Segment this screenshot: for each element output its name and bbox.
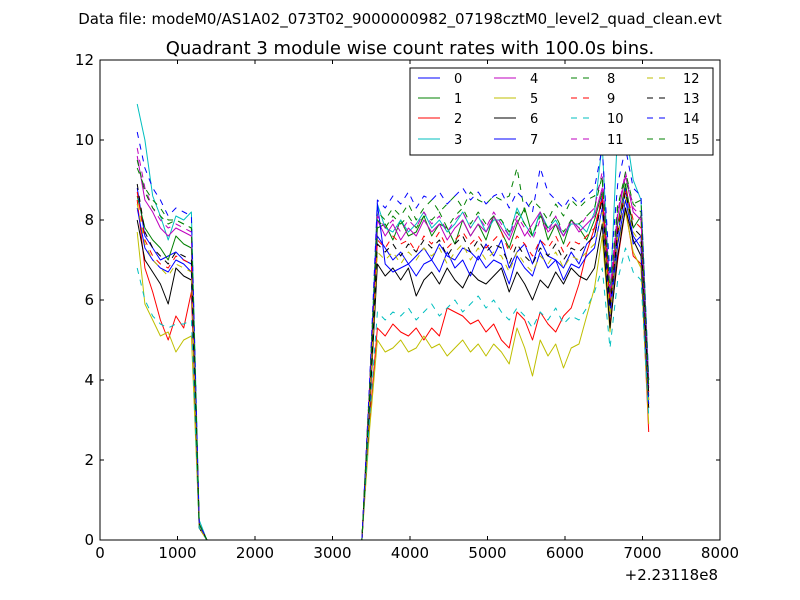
y-tick-label: 4 bbox=[84, 371, 94, 389]
x-axis: 0 1000 2000 3000 4000 5000 6000 7000 8000 bbox=[95, 60, 739, 562]
plot-area: 0 1000 2000 3000 4000 5000 6000 7000 8000 0 2 4 6 8 1… bbox=[75, 51, 739, 584]
x-tick-label: 5000 bbox=[468, 544, 506, 562]
series-line-8 bbox=[136, 167, 650, 541]
y-tick-label: 10 bbox=[75, 131, 94, 149]
x-offset-label: +2.23118e8 bbox=[625, 566, 718, 584]
x-tick-label: 8000 bbox=[701, 544, 739, 562]
x-tick-label: 3000 bbox=[313, 544, 351, 562]
y-tick-label: 8 bbox=[84, 211, 94, 229]
x-tick-label: 1000 bbox=[158, 544, 196, 562]
x-tick-label: 7000 bbox=[623, 544, 661, 562]
legend-label-10: 10 bbox=[607, 112, 624, 127]
figure-suptitle: Data file: modeM0/AS1A02_073T02_90000009… bbox=[78, 10, 722, 29]
legend-label-1: 1 bbox=[454, 92, 462, 107]
legend-label-9: 9 bbox=[607, 92, 615, 107]
legend-label-7: 7 bbox=[530, 133, 538, 148]
legend-label-6: 6 bbox=[530, 112, 538, 127]
series-line-15 bbox=[136, 159, 650, 541]
legend-frame bbox=[409, 67, 714, 156]
x-tick-label: 4000 bbox=[391, 544, 429, 562]
legend-label-8: 8 bbox=[607, 72, 615, 87]
x-tick-label: 0 bbox=[95, 544, 105, 562]
legend-label-13: 13 bbox=[683, 92, 700, 107]
legend-label-5: 5 bbox=[530, 92, 538, 107]
chart-title: Quadrant 3 module wise count rates with … bbox=[166, 38, 655, 59]
x-tick-label: 6000 bbox=[546, 544, 584, 562]
legend-label-12: 12 bbox=[683, 72, 700, 87]
y-tick-label: 2 bbox=[84, 451, 94, 469]
legend-label-15: 15 bbox=[683, 133, 700, 148]
x-tick-label: 2000 bbox=[236, 544, 274, 562]
y-tick-label: 0 bbox=[84, 531, 94, 549]
y-tick-label: 12 bbox=[75, 51, 94, 69]
legend-label-0: 0 bbox=[454, 72, 462, 87]
legend-label-4: 4 bbox=[530, 72, 538, 87]
legend-label-2: 2 bbox=[454, 112, 462, 127]
series-line-10 bbox=[136, 247, 650, 541]
legend-label-3: 3 bbox=[454, 133, 462, 148]
legend-label-11: 11 bbox=[607, 133, 624, 148]
legend-label-14: 14 bbox=[683, 112, 700, 127]
y-tick-label: 6 bbox=[84, 291, 94, 309]
series-line-11 bbox=[136, 147, 650, 541]
